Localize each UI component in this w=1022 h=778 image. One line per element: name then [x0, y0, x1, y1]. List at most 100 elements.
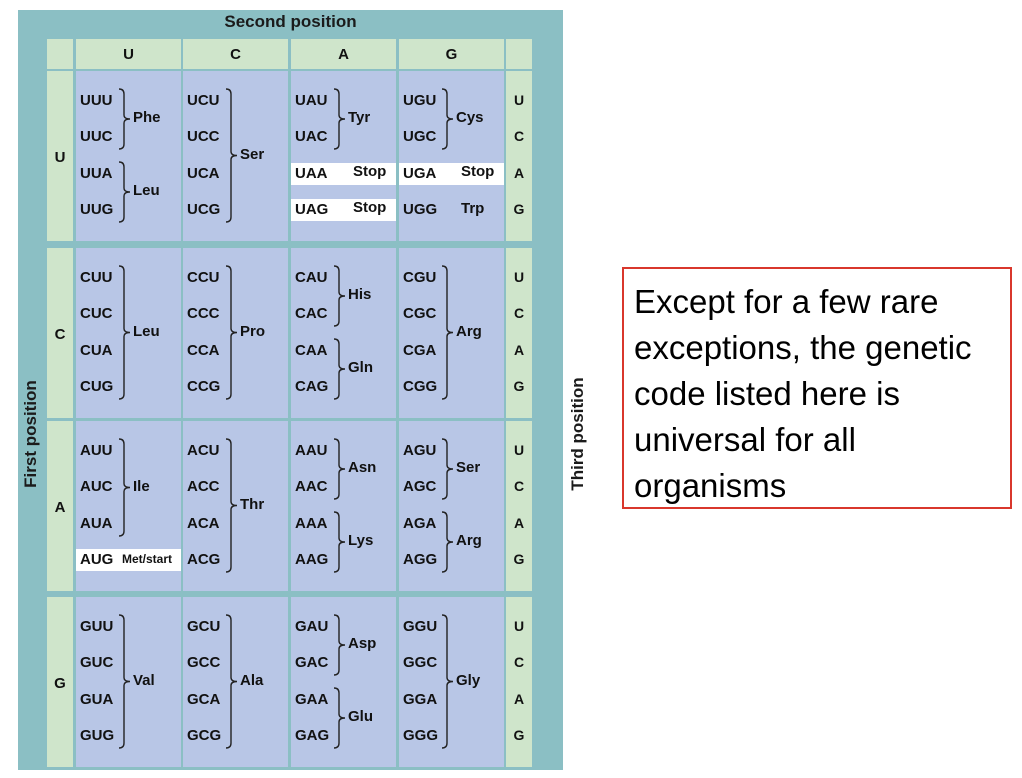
codon-gac: GAC	[295, 654, 329, 671]
brace	[225, 438, 238, 573]
codon-block	[76, 71, 181, 241]
codon-uug: UUG	[80, 201, 114, 218]
third-position-column-u	[506, 71, 532, 241]
codon-gaa: GAA	[295, 691, 329, 708]
second-position-u: U	[76, 39, 181, 69]
amino-acid-asp: Asp	[348, 635, 377, 652]
third-position-letter-g: G	[513, 727, 525, 743]
codon-table: Second position First position Third pos…	[18, 10, 587, 770]
amino-acid-stop: Stop	[461, 163, 495, 180]
amino-acid-asn: Asn	[348, 459, 377, 476]
amino-acid-cys: Cys	[456, 109, 484, 126]
codon-ugc: UGC	[403, 128, 437, 145]
first-position-a: A	[47, 421, 73, 591]
third-position-letter-a: A	[513, 165, 525, 181]
codon-uaa: UAA	[295, 165, 328, 182]
codon-ggc: GGC	[403, 654, 438, 671]
codon-uac: UAC	[295, 128, 328, 145]
codon-guu: GUU	[80, 618, 114, 635]
codon-cag: CAG	[295, 378, 329, 395]
third-position-letter-u: U	[513, 618, 525, 634]
amino-acid-lys: Lys	[348, 532, 374, 549]
amino-acid-leu: Leu	[133, 322, 160, 340]
brace	[333, 511, 346, 573]
brace	[118, 614, 131, 749]
codon-uuc: UUC	[80, 128, 113, 145]
codon-cac: CAC	[295, 305, 328, 322]
codon-aau: AAU	[295, 442, 328, 459]
codon-ugu: UGU	[403, 92, 437, 109]
codon-ucc: UCC	[187, 128, 220, 145]
codon-ccg: CCG	[187, 378, 221, 395]
codon-cau: CAU	[295, 269, 328, 286]
amino-acid-arg: Arg	[456, 532, 482, 549]
third-position-letter-a: A	[513, 342, 525, 358]
brace	[225, 614, 238, 749]
amino-acid-stop: Stop	[353, 199, 387, 216]
codon-block	[291, 421, 396, 591]
third-position-letter-a: A	[513, 515, 525, 531]
codon-cgc: CGC	[403, 305, 437, 322]
amino-acid-trp: Trp	[461, 200, 485, 217]
codon-cuu: CUU	[80, 269, 113, 286]
codon-cgg: CGG	[403, 378, 438, 395]
amino-acid-stop: Stop	[353, 163, 387, 180]
third-position-letter-c: C	[513, 305, 525, 321]
brace	[441, 265, 454, 400]
amino-acid-pro: Pro	[240, 322, 266, 340]
corner-cell	[47, 39, 73, 69]
codon-acc: ACC	[187, 478, 220, 495]
codon-ccc: CCC	[187, 305, 220, 322]
codon-auc: AUC	[80, 478, 113, 495]
amino-acid-ile: Ile	[133, 477, 150, 495]
amino-acid-met-start: Met/start	[122, 552, 173, 566]
third-position-letter-g: G	[513, 551, 525, 567]
brace	[118, 88, 131, 150]
third-position-column-c	[506, 248, 532, 418]
third-position-label: Third position	[568, 377, 587, 491]
brace	[333, 614, 346, 676]
brace	[333, 338, 346, 400]
third-position-letter-u: U	[513, 442, 525, 458]
highlight-box	[76, 549, 181, 571]
brace	[333, 438, 346, 500]
codon-guc: GUC	[80, 654, 114, 671]
third-position-letter-c: C	[513, 128, 525, 144]
second-position-label: Second position	[224, 12, 357, 31]
codon-block	[399, 71, 504, 241]
codon-gug: GUG	[80, 727, 115, 744]
third-position-column-a	[506, 421, 532, 591]
third-position-letter-u: U	[513, 92, 525, 108]
universal-code-note: Except for a few rare exceptions, the ge…	[622, 267, 1012, 509]
codon-aag: AAG	[295, 551, 329, 568]
codon-aaa: AAA	[295, 515, 328, 532]
codon-block	[399, 421, 504, 591]
amino-acid-ser: Ser	[456, 459, 481, 476]
first-position-label: First position	[21, 380, 40, 488]
codon-cca: CCA	[187, 342, 220, 359]
third-position-letter-g: G	[513, 201, 525, 217]
codon-aac: AAC	[295, 478, 328, 495]
amino-acid-ser: Ser	[240, 145, 265, 163]
codon-aua: AUA	[80, 515, 113, 532]
codon-gca: GCA	[187, 691, 221, 708]
highlight-box	[291, 199, 396, 221]
amino-acid-ala: Ala	[240, 671, 264, 689]
codon-uuu: UUU	[80, 92, 113, 109]
codon-agg: AGG	[403, 551, 438, 568]
codon-cua: CUA	[80, 342, 113, 359]
third-position-letter-u: U	[513, 269, 525, 285]
brace	[333, 88, 346, 150]
codon-uca: UCA	[187, 165, 220, 182]
first-position-u: U	[47, 71, 73, 241]
codon-ggu: GGU	[403, 618, 438, 635]
second-position-a: A	[291, 39, 396, 69]
codon-ucu: UCU	[187, 92, 220, 109]
third-position-column-g	[506, 597, 532, 767]
brace	[225, 265, 238, 400]
codon-gua: GUA	[80, 691, 114, 708]
codon-aug: AUG	[80, 551, 114, 568]
third-position-letter-c: C	[513, 654, 525, 670]
codon-gau: GAU	[295, 618, 329, 635]
amino-acid-gly: Gly	[456, 671, 481, 689]
